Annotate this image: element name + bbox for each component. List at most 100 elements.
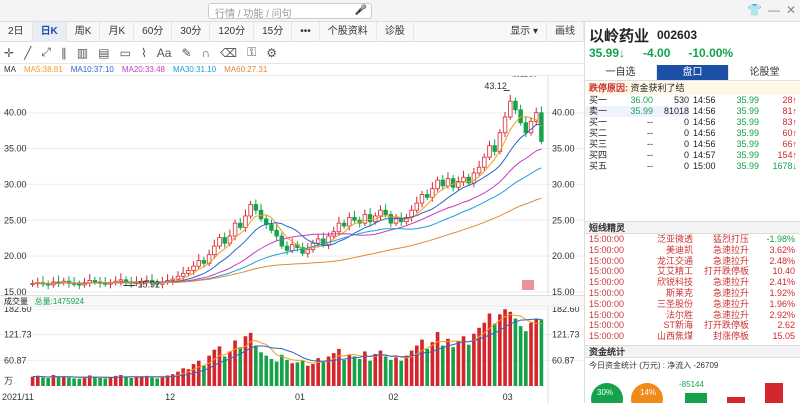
channel-tool-icon[interactable]: ∥ [60,45,67,60]
tab-10[interactable]: 诊股 [377,22,414,42]
tab-right-0[interactable]: 显示 ▾ [502,22,547,42]
tab-0[interactable]: 2日 [0,22,33,42]
short-line-row[interactable]: 15:00:00 龙江交通 急速拉升 2.48% [585,256,800,267]
panel-tab-2[interactable]: 论股堂 [729,65,800,80]
low-annotation: 15.92 [137,280,160,290]
candle-body [201,260,207,264]
shirt-icon[interactable]: 👕 [746,3,762,17]
volume-bar [477,327,481,386]
order-price: -- [647,117,653,127]
candle-body [347,217,352,227]
short-n: 法尔胜 [665,309,693,320]
candlestick-chart[interactable]: 40.00 40.00 35.00 35.00 30.00 30.00 25.00 25.00… [0,64,584,403]
ma5-line [32,116,542,285]
tab-6[interactable]: 120分 [210,22,255,42]
volume-bar [67,377,71,386]
short-v: -1.98% [766,234,795,244]
volume-bar [399,360,404,386]
tab-2[interactable]: 周K [67,22,101,42]
magnet-tool-icon[interactable]: ∩ [201,45,211,60]
candle-body [248,204,253,217]
date-axis-label: 03 [503,392,513,402]
lock-tool-icon[interactable]: ⚿ [247,45,257,59]
settings-gear-icon[interactable]: ⚙ [266,45,278,60]
price-axis-right-label: 35.00 [552,144,575,154]
candle-body [419,194,425,204]
gann-tool-icon[interactable]: ▤ [98,45,110,60]
line-tool-icon[interactable]: ╱ [24,45,32,60]
short-n: 三圣股份 [656,298,693,309]
candle-body [170,278,175,281]
tab-4[interactable]: 60分 [134,22,173,42]
short-e: 急速拉升 [712,255,749,266]
short-line-list: 15:00:00 泛亚微透 猛烈打压 -1.98% 15:00:00 美迪凯 急速拉升 3.6… [585,234,800,342]
volume-bar [305,365,310,386]
short-line-row[interactable]: 15:00:00 美迪凯 急速拉升 3.62% [585,245,800,256]
volume-bar [279,354,284,386]
price-axis-right-label: 15.00 [552,287,575,297]
date-axis-label: 12 [165,392,175,402]
volume-axis-right-label: 182.60 [552,304,580,314]
date-axis-label: 2021/11 [2,392,34,402]
short-line-row[interactable]: 15:00:00 泛亚微透 猛烈打压 -1.98% [585,234,800,245]
tick-t: 14:56 [693,128,716,138]
candle-body [528,120,534,134]
fibonacci-tool-icon[interactable]: ▥ [76,45,89,60]
volume-bar [425,348,429,386]
short-n: 斯莱克 [665,287,693,298]
microphone-icon[interactable]: 🎤 [354,5,367,16]
short-t: 15:00:00 [589,309,625,320]
price-change-pct: -10.00% [688,46,734,60]
short-line-row[interactable]: 15:00:00 艾艾精工 打开跌停板 10.40 [585,266,800,277]
ray-tool-icon[interactable]: ⤢ [41,45,51,59]
volume-bar [472,333,476,386]
fund-pct-2: 14% [640,388,656,397]
fund-val-1: -85144 [679,380,704,389]
stock-name: 以岭药业 [589,28,650,45]
short-line-row[interactable]: 15:00:00 山西焦煤 封涨停板 15.05 [585,331,800,342]
short-e: 猛烈打压 [712,234,749,244]
wave-tool-icon[interactable]: ⌇ [140,45,147,60]
candle-body [180,272,186,277]
marker-tool-icon[interactable]: ✎ [181,45,192,60]
volume-bar [254,345,258,386]
close-icon[interactable]: ✕ [785,3,796,17]
minimize-icon[interactable]: — [767,3,780,17]
panel-tab-0[interactable]: 一自选 [585,65,657,80]
order-label: 买五 [589,161,608,171]
tick-t: 14:56 [693,95,716,105]
crosshair-icon[interactable]: ✛ [4,45,15,60]
volume-bar [513,318,518,386]
tab-1[interactable]: 日K [32,22,67,42]
volume-bar [134,377,139,386]
tab-5[interactable]: 30分 [172,22,211,42]
order-vol: 0 [683,150,689,160]
short-e: 急速拉升 [712,309,749,320]
short-line-row[interactable]: 15:00:00 三圣股份 急速拉升 1.96% [585,299,800,310]
short-line-row[interactable]: 15:00:00 斯莱克 急速拉升 1.92% [585,288,800,299]
ma30-label: MA30:31.10 [172,65,217,74]
tab-8[interactable]: ••• [292,22,320,42]
tab-7[interactable]: 15分 [254,22,293,42]
short-line-row[interactable]: 15:00:00 法尔胜 急速拉升 2.92% [585,310,800,321]
eraser-tool-icon[interactable]: ⌫ [220,45,238,60]
price-axis-left-label: 40.00 [4,108,27,118]
rectangle-tool-icon[interactable]: ▭ [119,45,131,60]
candle-body [274,229,279,237]
volume-bar [264,355,269,386]
candle-body [196,260,201,267]
search-input[interactable]: 行情 / 功能 / 问句 🎤 [208,3,372,20]
volume-bar [347,354,352,386]
short-line-row[interactable]: 15:00:00 欣锐科技 急速拉升 2.41% [585,277,800,288]
volume-bar [290,363,295,386]
short-v: 15.05 [772,331,795,342]
price-axis-left-label: 20.00 [4,251,27,261]
tick-t: 14:56 [693,106,716,116]
tab-9[interactable]: 个股资料 [320,22,377,42]
panel-tab-1[interactable]: 盘口 [657,65,729,80]
short-v: 2.48% [769,255,795,266]
tab-right-1[interactable]: 画线 [547,22,584,42]
short-line-row[interactable]: 15:00:00 ST新海 打开跌停板 2.62 [585,320,800,331]
tab-3[interactable]: 月K [100,22,135,42]
text-tool-icon[interactable]: Aa [156,45,172,60]
